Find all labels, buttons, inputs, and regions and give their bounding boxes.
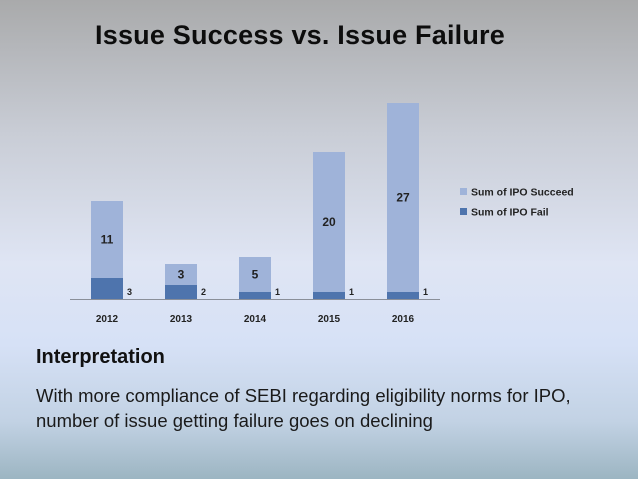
x-tick-label-2012: 2012 <box>96 314 119 325</box>
bar-fail-2016 <box>387 292 419 299</box>
bar-fail-2012 <box>91 278 123 299</box>
bar-succeed-2016 <box>387 103 419 292</box>
data-label-succeed-2013: 3 <box>178 268 185 282</box>
legend-label-fail: Sum of IPO Fail <box>471 207 549 219</box>
legend-label-succeed: Sum of IPO Succeed <box>471 187 574 199</box>
x-tick-label-2013: 2013 <box>170 314 193 325</box>
bar-fail-2013 <box>165 285 197 299</box>
bar-succeed-2015 <box>313 152 345 292</box>
data-label-succeed-2014: 5 <box>252 268 259 282</box>
slide-title: Issue Success vs. Issue Failure <box>95 20 505 50</box>
legend-swatch-fail <box>460 208 467 215</box>
data-label-succeed-2015: 20 <box>322 215 336 229</box>
interpretation-text: With more compliance of SEBI regarding e… <box>36 385 571 431</box>
data-label-succeed-2012: 11 <box>101 233 114 247</box>
x-tick-label-2016: 2016 <box>392 314 415 325</box>
x-tick-label-2015: 2015 <box>318 314 341 325</box>
bar-succeed-2013 <box>165 264 197 285</box>
bar-succeed-2012 <box>91 201 123 278</box>
bar-fail-2015 <box>313 292 345 299</box>
data-label-fail-2012: 3 <box>127 287 132 297</box>
interpretation-heading: Interpretation <box>36 346 165 368</box>
x-tick-label-2014: 2014 <box>244 314 267 325</box>
data-label-fail-2013: 2 <box>201 287 206 297</box>
data-label-fail-2016: 1 <box>423 287 428 297</box>
bar-succeed-2014 <box>239 257 271 292</box>
data-label-fail-2015: 1 <box>349 287 354 297</box>
data-label-succeed-2016: 27 <box>396 191 410 205</box>
data-label-fail-2014: 1 <box>275 287 280 297</box>
bar-fail-2014 <box>239 292 271 299</box>
legend-swatch-succeed <box>460 188 467 195</box>
